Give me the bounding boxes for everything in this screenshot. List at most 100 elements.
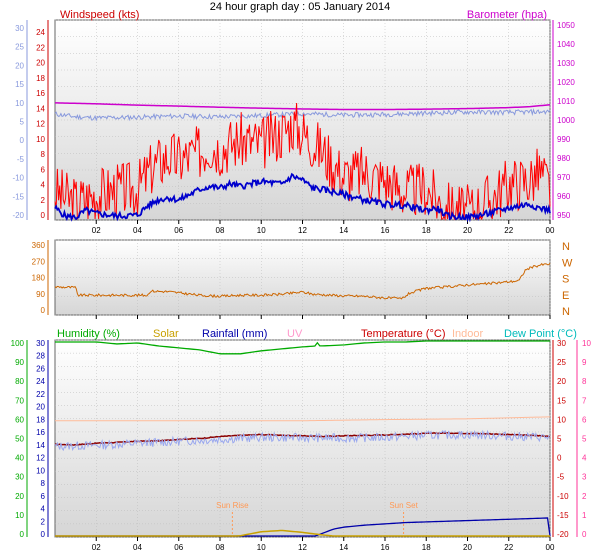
temperature-tick: 5 (557, 435, 562, 444)
humidity-tick: 20 (15, 492, 24, 501)
uv-tick: 1 (582, 511, 587, 520)
uv-tick: 2 (582, 492, 587, 501)
humidity-tick: 60 (15, 415, 24, 424)
legend-item: Solar (153, 328, 179, 340)
x-tick-label: 02 (92, 543, 101, 552)
rain-tick: 20 (36, 403, 45, 412)
uv-tick: 10 (582, 339, 591, 348)
temperature-tick: 0 (557, 454, 562, 463)
baro-tick: 1030 (557, 59, 575, 68)
solar-line (55, 529, 550, 537)
dir-tick: 0 (41, 306, 46, 315)
x-tick-label: 14 (339, 543, 348, 552)
wind-tick: 20 (36, 59, 45, 68)
temperature-tick: 25 (557, 358, 566, 367)
humidity-tick: 80 (15, 377, 24, 386)
uv-tick: 6 (582, 415, 587, 424)
uv-tick: 0 (582, 530, 587, 539)
sunrise-label: Sun Rise (216, 501, 249, 510)
rain-tick: 24 (36, 377, 45, 386)
rain-tick: 8 (41, 479, 46, 488)
compass-tick: E (562, 290, 569, 302)
rain-tick: 10 (36, 466, 45, 475)
outer-left-tick: -15 (12, 192, 24, 201)
barometer-line (54, 102, 551, 111)
chart-title: 24 hour graph day : 05 January 2014 (210, 1, 390, 13)
rain-tick: 18 (36, 415, 45, 424)
rain-tick: 26 (36, 364, 45, 373)
baro-tick: 1010 (557, 97, 575, 106)
rain-tick: 22 (36, 390, 45, 399)
wind-tick: 10 (36, 135, 45, 144)
wind-tick: 2 (41, 196, 46, 205)
baro-tick: 1020 (557, 78, 575, 87)
x-tick-label: 00 (546, 543, 555, 552)
baro-tick: 990 (557, 135, 571, 144)
humidity-tick: 10 (15, 511, 24, 520)
wind-tick: 24 (36, 28, 45, 37)
barometer-axis-label: Barometer (hpa) (467, 9, 547, 21)
x-tick-label: 04 (133, 226, 142, 235)
x-tick-label: 04 (133, 543, 142, 552)
rain-tick: 0 (41, 530, 46, 539)
outer-left-tick: 10 (15, 99, 24, 108)
legend-item: Indoor (452, 328, 484, 340)
x-tick-label: 20 (463, 543, 472, 552)
temperature-tick: -5 (557, 473, 565, 482)
temperature-line-top (54, 108, 551, 122)
wind-tick: 16 (36, 89, 45, 98)
humidity-tick: 100 (11, 339, 25, 348)
outer-left-tick: -5 (17, 155, 25, 164)
x-tick-label: 16 (381, 226, 390, 235)
x-tick-label: 06 (174, 226, 183, 235)
temperature-tick: 20 (557, 377, 566, 386)
compass-tick: W (562, 257, 573, 269)
wind-direction-line (54, 262, 551, 300)
rain-tick: 12 (36, 454, 45, 463)
wind-tick: 6 (41, 165, 46, 174)
dir-tick: 90 (36, 290, 45, 299)
uv-tick: 8 (582, 377, 587, 386)
temperature-tick: 10 (557, 415, 566, 424)
humidity-tick: 50 (15, 435, 24, 444)
rain-tick: 28 (36, 352, 45, 361)
x-tick-label: 18 (422, 226, 431, 235)
outer-left-tick: 5 (20, 118, 25, 127)
rain-tick: 16 (36, 428, 45, 437)
wind-tick: 4 (41, 181, 46, 190)
outer-left-tick: 0 (20, 136, 25, 145)
wind-tick: 12 (36, 120, 45, 129)
compass-tick: N (562, 241, 570, 253)
windspeed-axis-label: Windspeed (kts) (60, 9, 139, 21)
outer-left-tick: 25 (15, 43, 24, 52)
humidity-tick: 70 (15, 396, 24, 405)
temperature-tick: -15 (557, 511, 569, 520)
compass-tick: S (562, 274, 569, 286)
legend-item: UV (287, 328, 303, 340)
temperature-tick: 30 (557, 339, 566, 348)
x-tick-label: 22 (504, 543, 513, 552)
x-tick-label: 22 (504, 226, 513, 235)
baro-tick: 1050 (557, 21, 575, 30)
outer-left-tick: 20 (15, 61, 24, 70)
humidity-tick: 90 (15, 358, 24, 367)
x-tick-label: 12 (298, 543, 307, 552)
dewpoint-line (54, 429, 551, 452)
x-tick-label: 16 (381, 543, 390, 552)
x-tick-label: 10 (257, 543, 266, 552)
temperature-tick: -10 (557, 492, 569, 501)
baro-tick: 1040 (557, 40, 575, 49)
rain-tick: 14 (36, 441, 45, 450)
humidity-tick: 40 (15, 454, 24, 463)
sunset-label: Sun Set (389, 501, 418, 510)
rain-tick: 6 (41, 492, 46, 501)
x-tick-label: 18 (422, 543, 431, 552)
uv-tick: 7 (582, 396, 587, 405)
legend-item: Rainfall (mm) (202, 328, 267, 340)
dir-tick: 270 (32, 257, 46, 266)
x-tick-label: 08 (216, 226, 225, 235)
temperature-tick: -20 (557, 530, 569, 539)
temperature-tick: 15 (557, 396, 566, 405)
